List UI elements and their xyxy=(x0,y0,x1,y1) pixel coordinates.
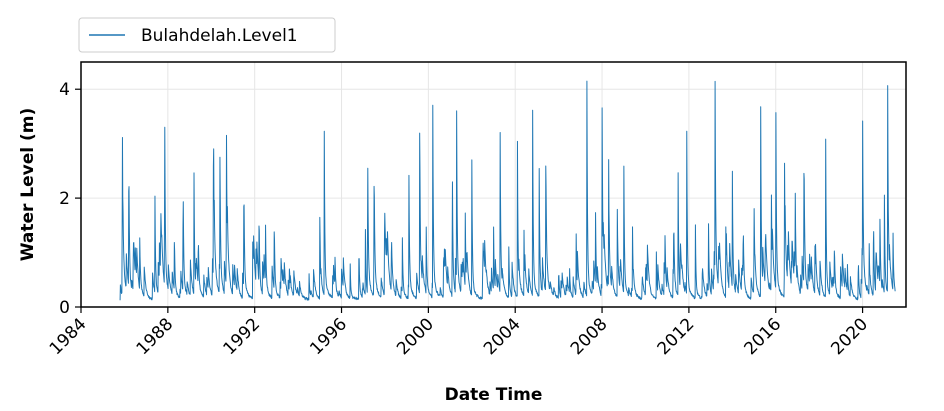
x-tick-label: 2012 xyxy=(654,314,699,359)
y-tick-label: 2 xyxy=(59,189,70,209)
x-tick-label: 1984 xyxy=(46,314,91,359)
y-axis-title: Water Level (m) xyxy=(18,108,38,262)
x-tick-label: 2008 xyxy=(567,314,612,359)
y-tick-label: 4 xyxy=(59,80,70,100)
series-layer xyxy=(119,80,896,301)
x-axis-ticks: 1984 1988 1992 1996 2000 2004 2008 2012 2016 2020 xyxy=(46,307,872,359)
x-tick-label: 1992 xyxy=(219,314,264,359)
x-tick-label: 1996 xyxy=(306,314,351,359)
legend-label: Bulahdelah.Level1 xyxy=(141,26,298,46)
x-axis-title: Date Time xyxy=(445,385,543,405)
x-tick-label: 2000 xyxy=(393,314,438,359)
plot-frame xyxy=(80,61,907,308)
x-tick-label: 1988 xyxy=(133,314,178,359)
legend-box xyxy=(78,17,336,53)
y-axis-ticks: 0 2 4 xyxy=(59,80,81,318)
legend: Bulahdelah.Level1 xyxy=(78,17,336,53)
x-tick-label: 2020 xyxy=(827,314,872,359)
y-tick-label: 0 xyxy=(59,298,70,318)
series-line-bulahdelah xyxy=(119,80,896,301)
x-tick-label: 2016 xyxy=(741,314,786,359)
x-tick-label: 2004 xyxy=(480,314,525,359)
